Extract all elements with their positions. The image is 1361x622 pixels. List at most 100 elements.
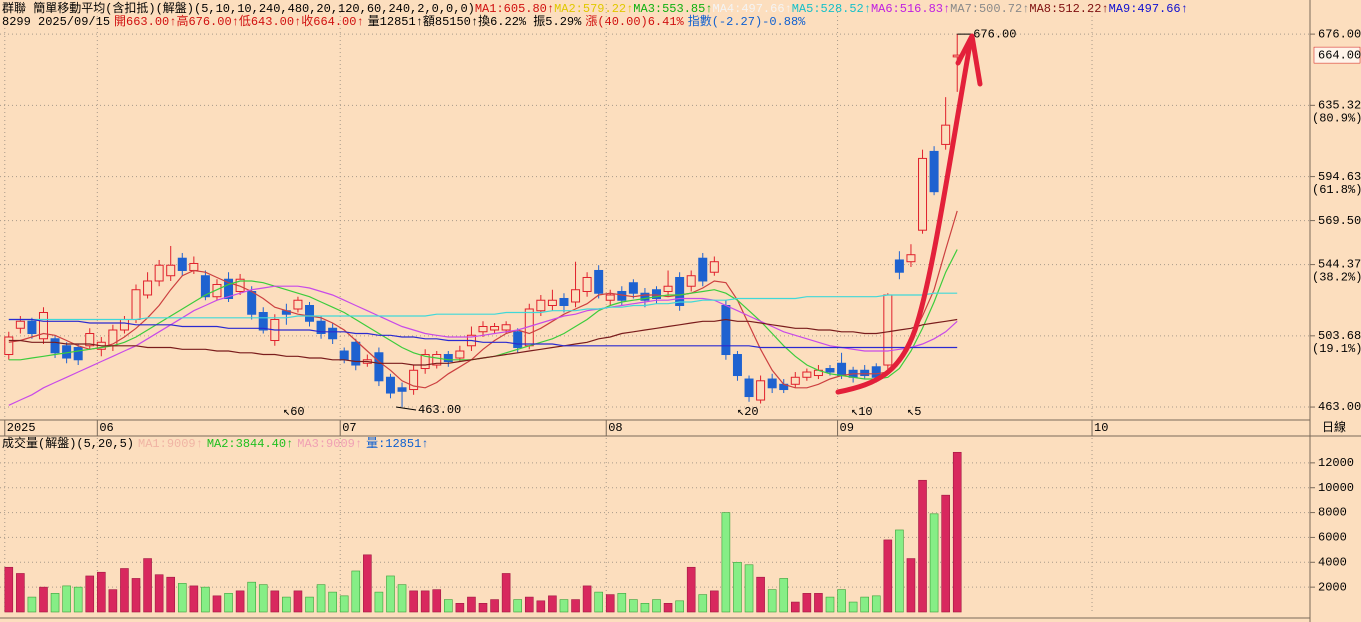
x-tick-label: 2025 [7,421,36,435]
volume-bar [293,590,303,613]
candle-body [328,327,338,340]
mark-layer [4,33,972,613]
candle-body [27,320,37,335]
y-tick-label: 544.37 [1318,258,1361,272]
candle-body [825,368,835,373]
candle-body [559,297,569,306]
volume-bar [605,594,615,613]
candle-body [756,380,766,401]
candle-body [385,376,395,394]
volume-bar [201,586,210,613]
candle-body [594,269,604,294]
high-label: 676.00 [973,27,1016,41]
candle-body [582,276,592,292]
volume-bar [212,595,222,613]
volume-bar [617,593,627,613]
candle-body [790,376,800,385]
volume-bar [490,599,499,613]
candle-body [189,262,199,271]
volume-bar [409,590,418,613]
candle-body [177,257,187,271]
text-layer: 群聯 簡單移動平均(含扣抵)(解盤)(5,10,10,240,480,20,12… [2,0,1361,594]
candle-body [918,157,928,231]
volume-bar [131,578,141,613]
header-segment: MA3:9009↑ [297,437,362,451]
header-segment: MA4:497.66↑ [713,2,792,16]
header-row: 成交量(解盤)(5,20,5) MA1:9009↑ MA2:3844.40↑ MA3:… [2,435,428,451]
header-segment: MA9:497.66↑ [1109,2,1188,16]
volume-bar [50,593,60,613]
ma-annotation: ↖10 [851,405,873,419]
volume-bar [467,596,476,613]
volume-bar [536,600,546,613]
volume-bar [652,599,661,613]
last-price-label: 664.00 [1318,48,1361,62]
candle-body [698,257,708,282]
x-tick-label: 10 [1094,421,1108,435]
volume-bar [733,561,742,613]
candle-body [85,333,95,347]
candle-body [652,289,661,299]
volume-bar [258,584,268,613]
candle-body [478,326,488,333]
header-segment: MA2:3844.40↑ [207,437,293,451]
candle-body [571,289,581,303]
candle-body [131,289,141,321]
header-row: 群聯 簡單移動平均(含扣抵)(解盤)(5,10,10,240,480,20,12… [2,0,1188,16]
header-segment: 量12851↑額85150↑換6.22% 振5.29% [368,14,582,29]
y-tick-label: 569.50 [1318,214,1361,228]
candle-body [420,354,430,370]
volume-bar [663,602,673,613]
volume-bar [675,600,684,613]
header-segment: 8299 2025/09/15 [2,15,110,29]
fib-label: (80.9%) [1312,112,1361,126]
candle-body [73,347,83,361]
volume-bar [73,586,83,613]
volume-bar [143,558,152,613]
x-tick-label: 07 [342,421,356,435]
volume-bar [177,583,187,613]
volume-bar [16,573,25,613]
volume-bar [247,581,256,613]
header-segment: MA2:579.22↑ [554,2,633,16]
candle-body [547,299,557,306]
volume-bar [906,558,916,613]
volume-bar [814,593,823,613]
volume-bar [952,451,962,613]
volume-bar [39,586,48,613]
volume-bar [455,602,465,613]
header-segment: 成交量(解盤)(5,20,5) [2,435,134,451]
ma-line [8,318,958,366]
x-tick-label: 09 [840,421,854,435]
volume-bar [559,599,569,613]
candle-body [200,275,210,298]
volume-bar [640,602,650,613]
volume-bar [767,589,777,613]
volume-bar [62,585,71,613]
volume-bar [374,591,384,613]
volume-bar [918,479,927,613]
candle-body [351,341,361,366]
y-tick-label: 2000 [1318,580,1347,594]
candle-body [906,254,916,263]
volume-bar [929,513,939,613]
candle-body [305,304,315,322]
volume-bar [328,591,337,613]
candle-body [374,352,384,382]
ma-annotation: ↖20 [737,405,759,419]
candle-body [4,336,14,356]
volume-bar [478,602,488,613]
volume-bar [571,599,580,613]
low-label: 463.00 [418,403,461,417]
volume-bar [339,595,349,613]
volume-bar [363,554,372,613]
candle-body [628,282,638,294]
candle-body [501,324,511,331]
ma-annotation: ↖5 [907,405,921,419]
fib-label: (19.1%) [1312,342,1361,356]
volume-bar [825,596,835,613]
header-segment: MA7:500.72↑ [950,2,1029,16]
volume-bar [432,589,442,613]
header-segment: 群聯 簡單移動平均(含扣抵)(解盤)(5,10,10,240,480,20,12… [2,0,475,16]
